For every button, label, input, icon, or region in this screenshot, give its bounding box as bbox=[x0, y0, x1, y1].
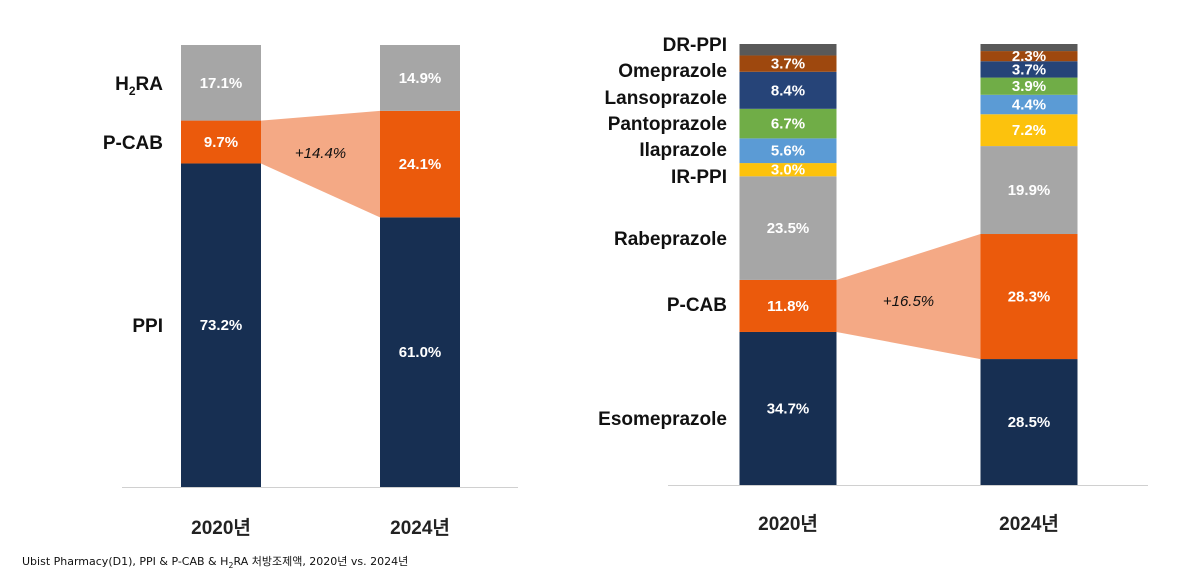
data-label-h2ra-0: 17.1% bbox=[200, 75, 243, 92]
data-label-omeprazole-0: 3.7% bbox=[771, 56, 805, 73]
series-label-p-cab: P-CAB bbox=[103, 133, 163, 154]
data-label-lansoprazole-1: 3.7% bbox=[1012, 61, 1046, 78]
footnote-subscript: 2 bbox=[228, 561, 234, 571]
data-label-ilaprazole-1: 4.4% bbox=[1012, 97, 1046, 114]
bar-ir-ppi-0 bbox=[739, 163, 837, 177]
data-label-esomeprazole-0: 34.7% bbox=[767, 400, 810, 417]
data-label-esomeprazole-1: 28.5% bbox=[1008, 414, 1051, 431]
bar-ilaprazole-0 bbox=[739, 138, 837, 164]
bar-dr-ppi-1 bbox=[980, 44, 1078, 52]
bar-p-cab-0 bbox=[739, 279, 837, 332]
x-tick-label-0: 2020년 bbox=[758, 513, 818, 535]
series-label-rabeprazole: Rabeprazole bbox=[614, 229, 727, 250]
series-label-ir-ppi: IR-PPI bbox=[671, 167, 727, 188]
data-label-ppi-1: 61.0% bbox=[399, 344, 442, 361]
bar-ppi-0 bbox=[181, 163, 261, 487]
data-label-lansoprazole-0: 8.4% bbox=[771, 82, 805, 99]
series-label-dr-ppi: DR-PPI bbox=[663, 35, 727, 56]
data-label-p-cab-1: 28.3% bbox=[1008, 289, 1051, 306]
bar-pantoprazole-1 bbox=[980, 77, 1078, 95]
bar-p-cab-1 bbox=[980, 234, 1078, 360]
series-label-h2ra: H2RA bbox=[115, 74, 163, 98]
bar-omeprazole-0 bbox=[739, 55, 837, 72]
series-label-pantoprazole: Pantoprazole bbox=[608, 114, 727, 135]
data-label-pantoprazole-0: 6.7% bbox=[771, 116, 805, 133]
data-label-p-cab-0: 11.8% bbox=[767, 298, 809, 315]
series-label-lansoprazole: Lansoprazole bbox=[605, 88, 727, 109]
data-label-p-cab-1: 24.1% bbox=[399, 156, 442, 173]
data-label-omeprazole-1: 2.3% bbox=[1012, 48, 1046, 65]
bar-rabeprazole-0 bbox=[739, 176, 837, 280]
data-label-rabeprazole-0: 23.5% bbox=[767, 220, 810, 237]
bar-dr-ppi-0 bbox=[739, 44, 837, 56]
bar-p-cab-1 bbox=[380, 110, 460, 218]
series-label-esomeprazole: Esomeprazole bbox=[598, 409, 727, 430]
data-label-h2ra-1: 14.9% bbox=[399, 70, 442, 87]
data-label-ilaprazole-0: 5.6% bbox=[771, 143, 805, 160]
bar-ppi-1 bbox=[380, 217, 460, 487]
bar-esomeprazole-0 bbox=[739, 331, 837, 485]
growth-label: +14.4% bbox=[295, 145, 346, 162]
data-label-ir-ppi-0: 3.0% bbox=[771, 162, 805, 179]
series-label-ppi: PPI bbox=[132, 316, 163, 337]
bar-pantoprazole-0 bbox=[739, 108, 837, 139]
bar-p-cab-0 bbox=[181, 120, 261, 164]
source-footnote: Ubist Pharmacy(D1), PPI & P-CAB & H2RA 처… bbox=[22, 553, 408, 570]
chart-left: +14.4% 73.2% 9.7% 17.1% 2020년 61.0% 24.1% 14.9%… bbox=[103, 45, 518, 539]
footnote-text-a: Ubist Pharmacy(D1), PPI & P-CAB & H bbox=[22, 555, 229, 568]
data-label-pantoprazole-1: 3.9% bbox=[1012, 78, 1046, 95]
footnote-text-b: RA 처방조제액, 2020년 vs. 2024년 bbox=[233, 555, 409, 568]
bar-rabeprazole-1 bbox=[980, 146, 1078, 235]
x-tick-label-1: 2024년 bbox=[390, 517, 450, 539]
bar-esomeprazole-1 bbox=[980, 359, 1078, 485]
x-tick-label-1: 2024년 bbox=[999, 513, 1059, 535]
data-label-ppi-0: 73.2% bbox=[200, 317, 243, 334]
chart-right: +16.5% 34.7% 11.8% 23.5% 3.0% 5.6% 6.7% 8.4% 3.7… bbox=[598, 35, 1148, 535]
bar-ilaprazole-1 bbox=[980, 94, 1078, 115]
data-label-rabeprazole-1: 19.9% bbox=[1008, 182, 1051, 199]
bar-h2ra-0 bbox=[181, 45, 261, 121]
data-label-p-cab-0: 9.7% bbox=[204, 134, 238, 151]
growth-label: +16.5% bbox=[883, 293, 934, 310]
bar-omeprazole-1 bbox=[980, 51, 1078, 62]
bar-ir-ppi-1 bbox=[980, 114, 1078, 147]
series-label-ilaprazole: Ilaprazole bbox=[639, 140, 727, 161]
bar-lansoprazole-1 bbox=[980, 61, 1078, 78]
x-tick-label-0: 2020년 bbox=[191, 517, 251, 539]
series-label-p-cab: P-CAB bbox=[667, 295, 727, 316]
series-label-omeprazole: Omeprazole bbox=[618, 61, 727, 82]
bar-lansoprazole-0 bbox=[739, 71, 837, 109]
data-label-ir-ppi-1: 7.2% bbox=[1012, 122, 1046, 139]
growth-band-p-cab bbox=[261, 110, 380, 218]
bar-h2ra-1 bbox=[380, 45, 460, 111]
growth-band-p-cab bbox=[836, 234, 981, 360]
